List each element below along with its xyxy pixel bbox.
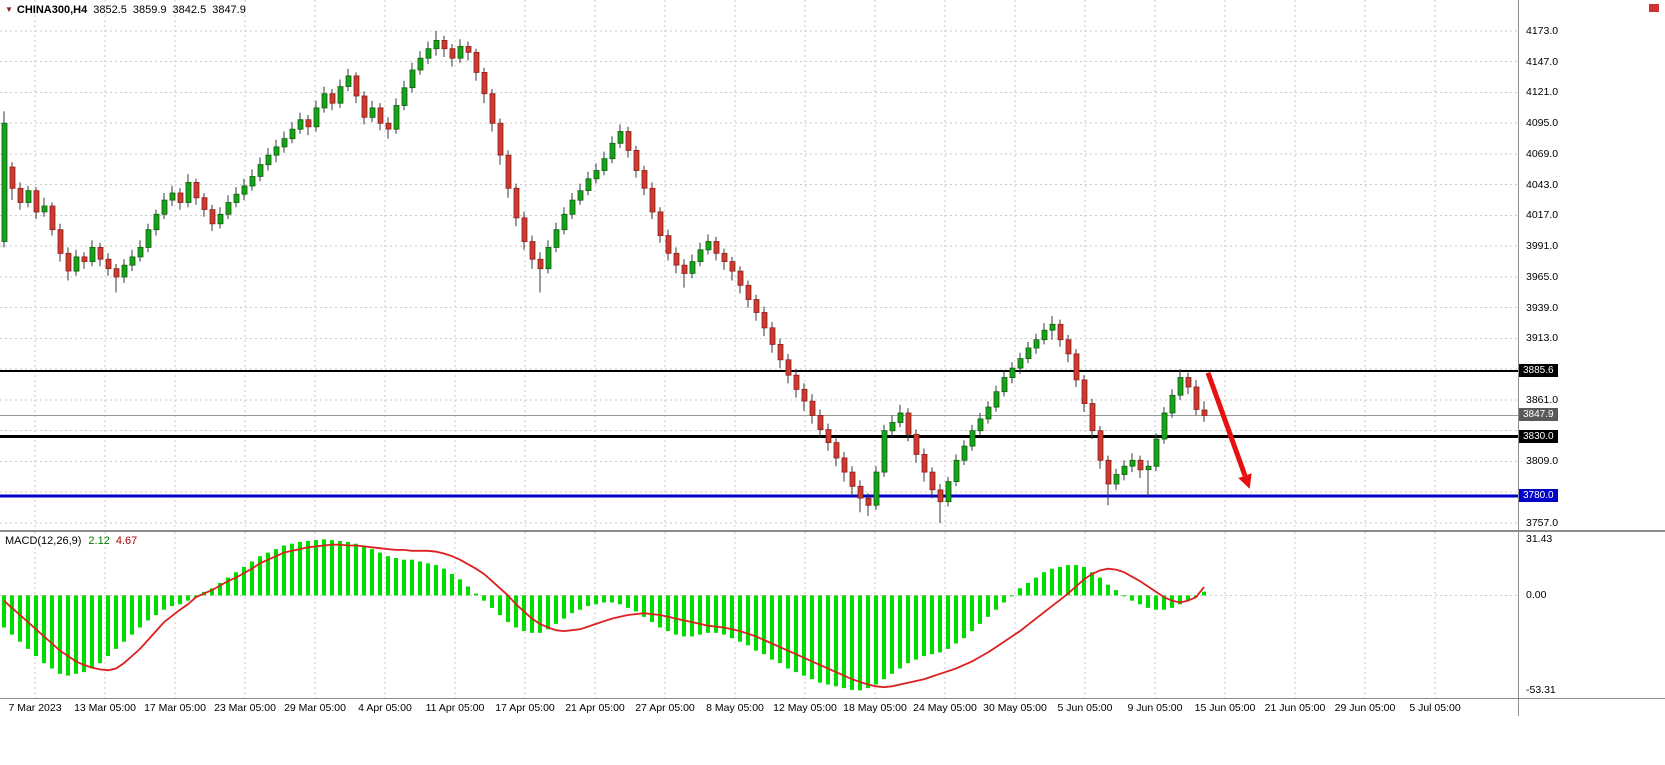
time-label: 30 May 05:00 [983,702,1047,714]
price-chart-canvas[interactable] [0,0,1518,531]
time-label: 7 Mar 2023 [8,702,62,714]
macd-indicator-name: MACD(12,26,9) [5,535,82,547]
vertical-gridlines [34,0,1436,531]
time-label: 23 Mar 05:00 [214,702,276,714]
price-axis-border [1518,0,1519,716]
price-badge-3830.0: 3830.0 [1519,429,1558,443]
time-label: 12 May 05:00 [773,702,837,714]
price-tick-label: 4173.0 [1526,24,1559,37]
price-tick-label: 3913.0 [1526,332,1559,345]
price-tick-label: 3809.0 [1526,455,1559,468]
time-label: 5 Jul 05:00 [1409,702,1461,714]
macd-scale-label: 0.00 [1526,589,1547,602]
symbol-ohlc-label: ▼ CHINA300,H4 3852.5 3859.9 3842.5 3847.9 [5,4,246,16]
time-label: 18 May 05:00 [843,702,907,714]
time-label: 5 Jun 05:00 [1057,702,1113,714]
time-label: 21 Apr 05:00 [565,702,625,714]
time-label: 4 Apr 05:00 [358,702,412,714]
top-right-red-marker [1649,4,1659,12]
horizontal-gridlines [0,30,1518,524]
macd-vertical-gridlines [34,532,1436,698]
price-badge-3780.0: 3780.0 [1519,488,1558,502]
time-label: 24 May 05:00 [913,702,977,714]
time-label: 17 Apr 05:00 [495,702,555,714]
time-label: 8 May 05:00 [706,702,764,714]
ohlc-high: 3859.9 [132,4,167,16]
candles-layer [1,31,1208,523]
macd-canvas[interactable] [0,532,1518,698]
ohlc-low: 3842.5 [172,4,207,16]
trend-arrow[interactable] [1205,371,1252,489]
price-tick-label: 3965.0 [1526,270,1559,283]
price-tick-label: 4121.0 [1526,86,1559,99]
time-label: 11 Apr 05:00 [425,702,485,714]
price-tick-label: 3757.0 [1526,516,1559,529]
macd-signal-line [3,543,1205,689]
macd-indicator-label: MACD(12,26,9) 2.12 4.67 [5,535,137,547]
price-tick-label: 4069.0 [1526,147,1559,160]
macd-scale-label: 31.43 [1526,533,1553,546]
price-tick-label: 3991.0 [1526,240,1559,253]
time-label: 29 Mar 05:00 [284,702,346,714]
ohlc-close: 3847.9 [212,4,246,16]
time-label: 27 Apr 05:00 [635,702,695,714]
panel-separator[interactable] [0,530,1665,532]
time-label: 29 Jun 05:00 [1334,702,1396,714]
ohlc-open: 3852.5 [93,4,127,16]
macd-value-main: 2.12 [88,535,110,547]
symbol-name: CHINA300,H4 [16,4,88,16]
price-tick-label: 4095.0 [1526,117,1559,130]
time-label: 17 Mar 05:00 [144,702,206,714]
macd-value-signal: 4.67 [115,535,138,547]
macd-scale-label: -53.31 [1526,684,1556,697]
price-badge-3847.9: 3847.9 [1519,408,1558,422]
time-label: 21 Jun 05:00 [1264,702,1326,714]
price-tick-label: 4017.0 [1526,209,1559,222]
price-tick-label: 4147.0 [1526,55,1559,68]
macd-histogram [2,539,1206,691]
axis-separator [0,698,1665,699]
time-label: 13 Mar 05:00 [74,702,136,714]
price-tick-label: 4043.0 [1526,178,1559,191]
time-label: 15 Jun 05:00 [1194,702,1256,714]
price-tick-label: 3861.0 [1526,393,1559,406]
price-badge-3885.6: 3885.6 [1519,363,1558,377]
symbol-dropdown-icon: ▼ [5,5,13,14]
price-tick-label: 3939.0 [1526,301,1559,314]
time-label: 9 Jun 05:00 [1127,702,1183,714]
